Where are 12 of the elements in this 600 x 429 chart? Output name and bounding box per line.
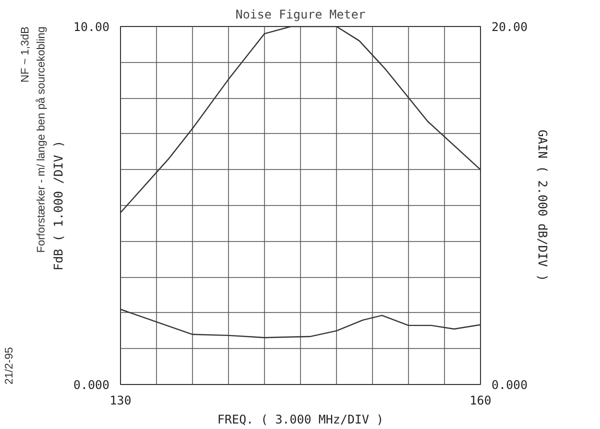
x-tick-label: 130: [110, 394, 132, 408]
text: 21/2-95: [4, 347, 16, 384]
y2-axis-title: GAIN ( 2.000 dB/DIV ): [536, 130, 550, 282]
y-axis-title: FdB ( 1.000 /DIV ): [51, 140, 66, 271]
text: Forforstærker - m/ lange ben på sourcekobling: [36, 26, 48, 253]
x-tick-label: 160: [470, 394, 492, 408]
y2-tick-label: 0.000: [492, 378, 528, 392]
text: NF ~ 1,3dB: [20, 26, 32, 82]
x-axis-title: FREQ. ( 3.000 MHz/DIV ): [217, 412, 384, 426]
y-tick-label: 10.00: [73, 20, 110, 34]
chart-title: Noise Figure Meter: [235, 8, 366, 22]
y2-tick-label: 20.00: [492, 20, 528, 34]
